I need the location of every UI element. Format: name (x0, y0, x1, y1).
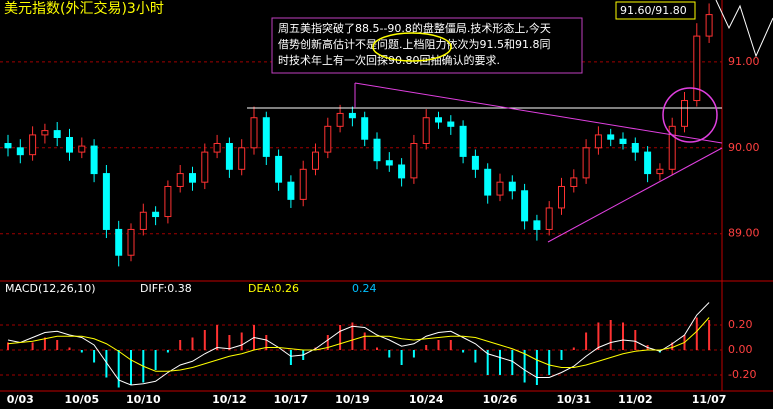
candle-body (324, 125, 332, 153)
candle-body (619, 138, 627, 145)
candle-body (127, 228, 135, 256)
trend-line (354, 82, 723, 144)
y-tick-label: -0.20 (728, 368, 756, 381)
annotation-line: 周五美指突破了88.5--90.8的盘整僵局.技术形态上,今天 (278, 21, 551, 35)
candle-body (176, 173, 184, 187)
candle-body (521, 190, 529, 222)
annotation-line: 借势创新高估计不是问题.上档阻力依次为91.5和91.8同 (278, 37, 550, 51)
candle-body (656, 168, 664, 175)
candle-body (459, 125, 467, 157)
candle-body (53, 130, 61, 138)
diff-label: DIFF:0.38 (140, 282, 192, 295)
candle-body (508, 181, 516, 192)
macd-label: MACD(12,26,10) (5, 282, 96, 295)
candle-body (484, 168, 492, 196)
trend-line (547, 147, 723, 243)
candle-body (152, 211, 160, 218)
candle-body (225, 143, 233, 170)
candle-body (287, 181, 295, 200)
candle-body (336, 112, 344, 127)
candle-body (115, 228, 123, 256)
candle-body (693, 35, 701, 102)
candle-body (250, 117, 258, 149)
macd-line (7, 317, 710, 372)
x-tick-label: 11/07 (692, 393, 727, 406)
candle-body (238, 147, 246, 170)
candle-body (607, 134, 615, 140)
macd-value-label: 0.24 (352, 282, 377, 295)
candle-body (644, 151, 652, 175)
x-tick-label: 10/19 (335, 393, 370, 406)
macd-line (7, 302, 710, 386)
candle-body (348, 112, 356, 119)
x-tick-label: 11/02 (618, 393, 653, 406)
y-tick-label: 0.20 (728, 318, 753, 331)
candle-body (398, 164, 406, 179)
candle-body (570, 177, 578, 187)
candle-body (582, 147, 590, 179)
candle-body (681, 100, 688, 127)
annotation-line: 时技术年上有一次回探90.80回抽确认的要求. (278, 53, 500, 67)
candle-body (299, 168, 307, 200)
price-box-text: 91.60/91.80 (620, 4, 687, 17)
dea-label: DEA:0.26 (248, 282, 299, 295)
candle-body (78, 145, 86, 153)
x-tick-label: 0/03 (7, 393, 34, 406)
x-tick-label: 10/24 (409, 393, 444, 406)
x-tick-label: 10/17 (274, 393, 309, 406)
candle-body (447, 121, 455, 127)
x-tick-label: 10/10 (126, 393, 161, 406)
annotation-box (271, 17, 583, 74)
x-tick-label: 10/05 (64, 393, 99, 406)
candle-body (435, 117, 442, 123)
candle-body (66, 136, 73, 153)
candle-body (422, 117, 430, 145)
x-tick-label: 10/26 (483, 393, 518, 406)
candle-body (164, 185, 172, 218)
candle-body (668, 125, 676, 170)
candle-body (631, 143, 639, 153)
chart-title: 美元指数(外汇交易)3小时 (4, 0, 164, 17)
candle-body (213, 143, 221, 153)
y-tick-label: 90.00 (728, 141, 760, 154)
candle-body (275, 155, 283, 183)
plot: 0/03 10/05 10/10 10/12 10/17 10/19 10/24 10/26 1… (0, 3, 726, 406)
x-tick-label: 10/31 (556, 393, 591, 406)
highlight-ellipse (372, 32, 452, 62)
candle-body (361, 117, 369, 140)
y-tick-label: 91.00 (728, 55, 760, 68)
candle-body (594, 134, 602, 149)
projection-line (715, 0, 773, 58)
candle-body (373, 138, 381, 162)
candle-body (262, 117, 270, 157)
candle-body (189, 173, 196, 183)
candle-body (16, 147, 24, 156)
candle-body (471, 155, 479, 170)
candle-body (41, 130, 49, 136)
y-tick-label: 89.00 (728, 227, 760, 240)
y-tick-label: 0.00 (728, 343, 753, 356)
candle-body (558, 185, 565, 209)
candle-body (385, 160, 393, 166)
candle-body (201, 151, 209, 183)
candle-body (312, 151, 319, 170)
x-tick-label: 10/12 (212, 393, 247, 406)
highlight-circle (662, 87, 718, 143)
candle-body (4, 143, 12, 149)
candle-body (90, 145, 98, 175)
candle-body (496, 181, 504, 196)
candle-body (139, 211, 147, 230)
candle-body (533, 220, 541, 230)
candle-body (29, 134, 37, 156)
candle-body (102, 173, 110, 230)
candle-body (410, 143, 418, 179)
candle-body (705, 14, 713, 37)
price-box (615, 1, 696, 20)
candle-body (545, 207, 553, 230)
